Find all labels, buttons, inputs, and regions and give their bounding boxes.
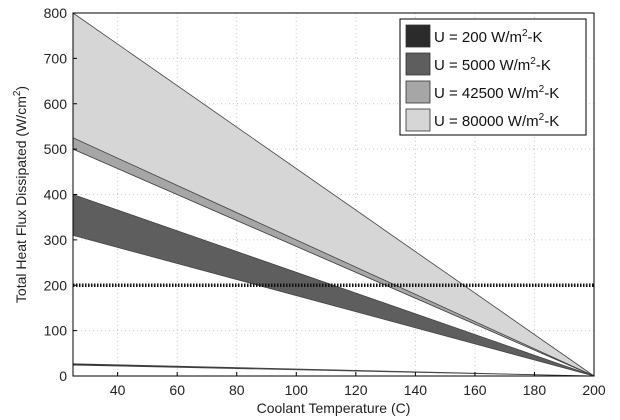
x-tick-label: 140 xyxy=(404,382,428,398)
y-tick-label: 0 xyxy=(59,368,67,384)
y-tick-label: 600 xyxy=(44,96,68,112)
x-tick-label: 60 xyxy=(169,382,185,398)
x-tick-label: 80 xyxy=(229,382,245,398)
series-band-2 xyxy=(72,137,595,377)
y-tick-label: 800 xyxy=(44,5,68,21)
y-axis-label: Total Heat Flux Dissipated (W/cm2) xyxy=(12,86,29,303)
legend-entry: U = 200 W/m2-K xyxy=(434,28,543,46)
y-tick-label: 500 xyxy=(44,141,68,157)
x-tick-label: 120 xyxy=(344,382,368,398)
y-tick-labels: 0 100 200 300 400 500 600 700 800 xyxy=(44,5,77,384)
legend-entry-suffix: -K xyxy=(544,113,559,130)
legend-swatch xyxy=(405,24,431,48)
legend-entry-sup: 2 xyxy=(522,28,528,39)
legend-entry-sup: 2 xyxy=(539,84,545,95)
x-tick-label: 100 xyxy=(285,382,309,398)
series-band-0 xyxy=(72,363,595,377)
y-tick-label: 700 xyxy=(44,50,68,66)
legend-entry-sup: 2 xyxy=(539,112,545,123)
x-tick-label: 200 xyxy=(582,382,606,398)
legend-entry-suffix: -K xyxy=(544,85,559,102)
y-tick-label: 200 xyxy=(44,277,68,293)
legend-swatch xyxy=(405,52,431,76)
legend-entry-prefix: U = 200 W/m xyxy=(434,29,522,46)
y-tick-label: 400 xyxy=(44,187,68,203)
y-axis-label-sup: 2 xyxy=(12,90,23,96)
y-tick-label: 100 xyxy=(44,323,68,339)
legend-box xyxy=(399,18,587,136)
x-tick-label: 40 xyxy=(110,382,126,398)
legend-entry: U = 80000 W/m2-K xyxy=(434,112,559,130)
legend-entry-prefix: U = 80000 W/m xyxy=(434,113,539,130)
legend-entry-prefix: U = 5000 W/m xyxy=(434,57,530,74)
legend-entry-suffix: -K xyxy=(536,57,551,74)
x-axis-label: Coolant Temperature (C) xyxy=(257,400,411,416)
y-tick-label: 300 xyxy=(44,232,68,248)
legend-swatch xyxy=(405,108,431,132)
legend-entry: U = 42500 W/m2-K xyxy=(434,84,559,102)
legend-entry-prefix: U = 42500 W/m xyxy=(434,85,539,102)
legend-entry-sup: 2 xyxy=(530,56,536,67)
legend-swatch xyxy=(405,80,431,104)
legend: U = 200 W/m2-KU = 5000 W/m2-KU = 42500 W… xyxy=(399,18,587,136)
x-tick-label: 160 xyxy=(463,382,487,398)
legend-entry: U = 5000 W/m2-K xyxy=(434,56,551,74)
legend-entry-suffix: -K xyxy=(528,29,543,46)
x-tick-labels: 40 60 80 100 120 140 160 180 200 xyxy=(110,372,606,398)
y-axis-label-tail: ) xyxy=(13,86,29,91)
y-axis-label-main: Total Heat Flux Dissipated (W/cm xyxy=(13,96,29,303)
x-tick-label: 180 xyxy=(523,382,547,398)
